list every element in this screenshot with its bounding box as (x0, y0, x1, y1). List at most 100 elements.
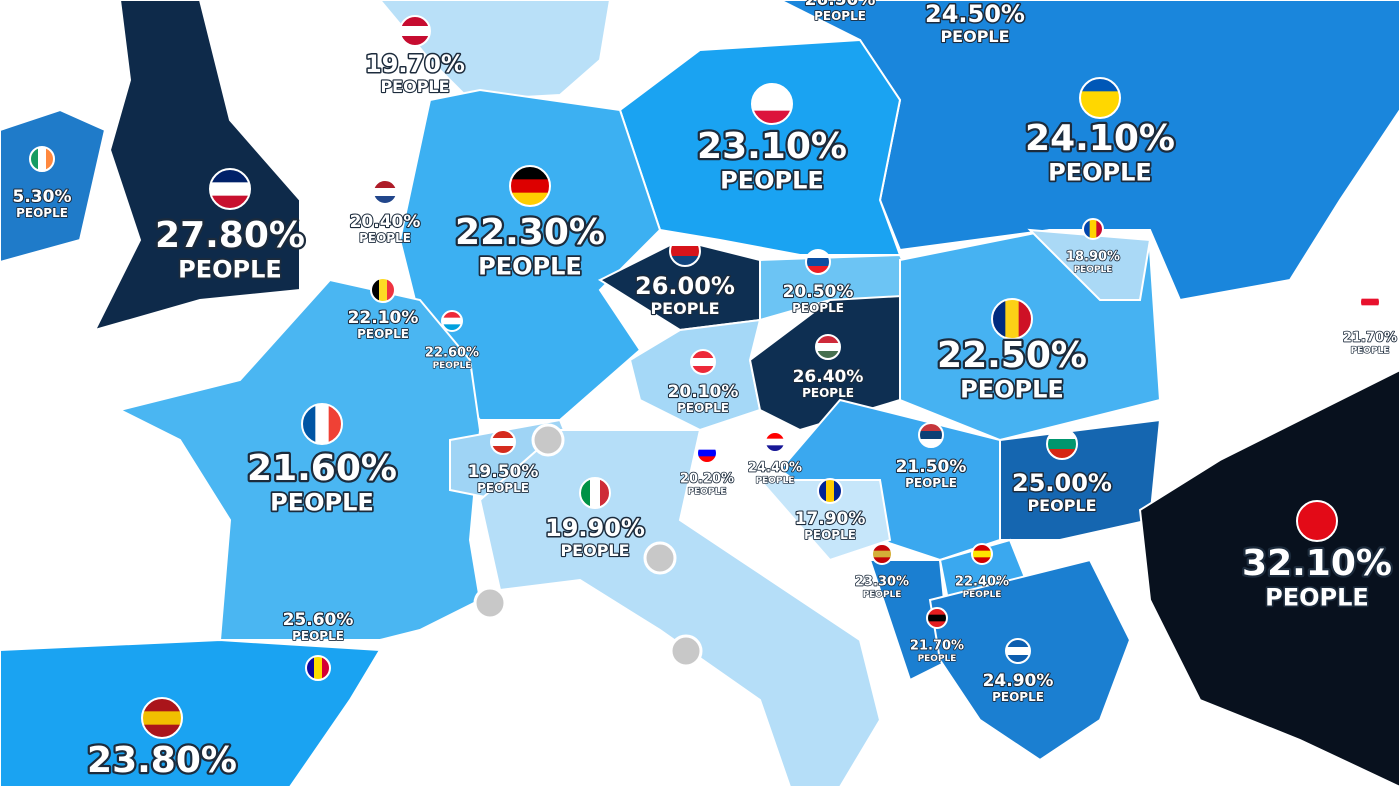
flag-stripe (919, 423, 943, 432)
flag (306, 656, 330, 680)
percent-label: 26.40% (793, 367, 864, 387)
flag-stripe (600, 478, 610, 508)
unit-label: PEOPLE (16, 206, 68, 220)
flag-stripe (46, 147, 54, 171)
scandinavia (378, 0, 612, 102)
turkey (1138, 368, 1400, 787)
unit-label: PEOPLE (357, 327, 409, 341)
flag (373, 180, 397, 204)
flag-stripe (1047, 449, 1077, 459)
flag-stripe (210, 182, 250, 197)
flag-stripe (927, 621, 947, 628)
unit-label: PEOPLE (677, 401, 729, 415)
flag-ring (141, 697, 183, 739)
flag (442, 311, 462, 331)
percent-label: 24.90% (983, 671, 1054, 691)
flag-stripe (1360, 298, 1380, 306)
percent-label: 17.90% (795, 509, 866, 529)
unit-label: PEOPLE (560, 541, 629, 560)
unit-label: PEOPLE (940, 27, 1009, 46)
flag-stripe (491, 438, 515, 447)
percent-label: 25.00% (1012, 469, 1112, 497)
percent-label: 23.10% (697, 126, 847, 167)
flag (1083, 219, 1103, 239)
flag-stripe (972, 557, 992, 564)
flag-stripe (1096, 219, 1103, 239)
flag-stripe (806, 266, 830, 274)
flag-stripe (373, 188, 397, 197)
flag (400, 16, 430, 46)
flag-stripe (927, 608, 947, 616)
percent-label: 22.50% (937, 335, 1087, 376)
flag-ring (370, 277, 396, 303)
percent-label: 24.10% (1025, 118, 1175, 159)
microstate (643, 541, 677, 575)
flag-stripe (442, 311, 462, 319)
percent-label: 19.90% (545, 514, 645, 542)
unit-label: PEOPLE (433, 361, 472, 371)
flag-stripe (816, 351, 840, 359)
unit-label: PEOPLE (802, 386, 854, 400)
flag (1006, 639, 1030, 663)
flag-stripe (314, 656, 323, 680)
unit-label: PEOPLE (792, 301, 844, 315)
flag-ring (509, 165, 551, 207)
flag-ring (918, 422, 944, 448)
unit-label: PEOPLE (292, 629, 344, 643)
percent-label: 26.00% (635, 272, 735, 300)
flag-ring (490, 429, 516, 455)
percent-label: 24.40% (748, 461, 802, 476)
percent-label: 25.60% (283, 610, 354, 630)
flag-stripe (590, 478, 601, 508)
unit-label: PEOPLE (1048, 159, 1152, 187)
flag (580, 478, 610, 508)
flag-ring (926, 607, 948, 629)
flag-stripe (691, 350, 715, 359)
flag-ring (1005, 638, 1031, 664)
percent-label: 5.30% (13, 187, 72, 207)
flag-stripe (670, 256, 700, 266)
flag-stripe (670, 246, 700, 257)
flag-ring (399, 15, 431, 47)
flag-stripe (816, 343, 840, 352)
percent-label: 26.50% (805, 0, 876, 10)
unit-label: PEOPLE (963, 590, 1002, 600)
flag (371, 278, 395, 302)
flag-ring (764, 431, 786, 453)
flag-ring (751, 83, 793, 125)
flag-stripe (765, 445, 785, 452)
flag-stripe (1047, 429, 1077, 440)
flag-stripe (491, 430, 515, 439)
flag-stripe (442, 317, 462, 325)
flag-stripe (400, 36, 430, 46)
flag-ring (690, 349, 716, 375)
flag-stripe (142, 711, 182, 726)
flag-stripe (697, 449, 717, 457)
flag-ring (871, 543, 893, 565)
unit-label: PEOPLE (720, 167, 824, 195)
percent-label: 24.50% (925, 0, 1025, 28)
flag (491, 430, 515, 454)
flag-stripe (826, 479, 835, 503)
flag-ring (1046, 428, 1078, 460)
flag-stripe (670, 236, 700, 247)
flag-ring (441, 310, 463, 332)
percent-label: 20.10% (668, 382, 739, 402)
percent-label: 21.70% (910, 639, 964, 654)
labels: 5.30%PEOPLE27.80%PEOPLE19.70%PEOPLE26.50… (11, 0, 1397, 783)
microstate (531, 423, 565, 457)
flag-ring (696, 442, 718, 464)
flag-stripe (872, 544, 892, 552)
percent-label: 19.50% (468, 462, 539, 482)
flag-stripe (752, 97, 792, 112)
unit-label: PEOPLE (1265, 584, 1369, 612)
percent-label: 23.80% (87, 740, 237, 781)
flag-stripe (972, 544, 992, 552)
flag-stripe (1047, 439, 1077, 450)
percent-label: 19.70% (365, 50, 465, 78)
flag-stripe (1005, 299, 1020, 339)
flag-stripe (919, 439, 943, 447)
percent-label: 32.10% (1242, 543, 1392, 584)
